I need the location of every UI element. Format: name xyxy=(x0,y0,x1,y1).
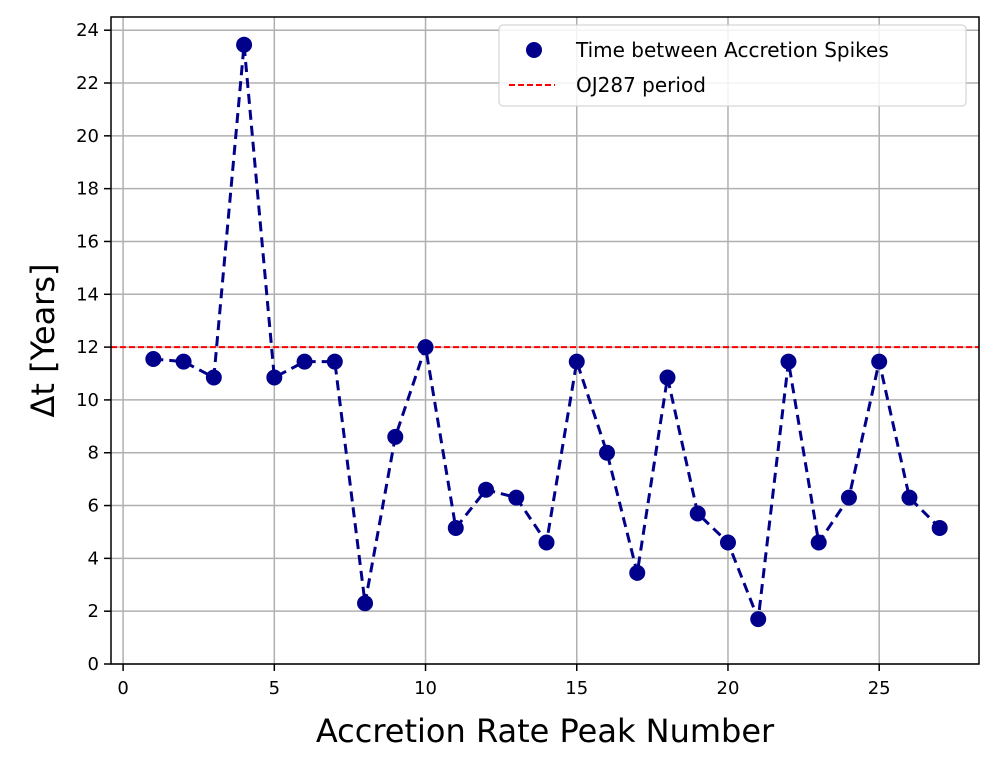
data-point xyxy=(266,369,283,386)
data-point xyxy=(447,519,464,536)
data-point xyxy=(357,595,374,612)
data-point xyxy=(387,428,404,445)
data-point xyxy=(417,339,434,356)
data-point xyxy=(901,489,918,506)
y-axis-label: Δt [Years] xyxy=(24,264,62,418)
legend-marker-spikes xyxy=(526,42,542,58)
data-point xyxy=(931,519,948,536)
y-tick-label: 20 xyxy=(76,126,99,147)
y-tick-label: 6 xyxy=(88,496,99,517)
data-point xyxy=(750,611,767,628)
legend-box xyxy=(498,24,967,107)
data-point xyxy=(145,350,162,367)
x-tick-label: 10 xyxy=(414,678,437,699)
y-tick-label: 4 xyxy=(88,548,99,569)
y-tick-label: 8 xyxy=(88,443,99,464)
y-tick-label: 12 xyxy=(76,337,99,358)
x-tick-label: 20 xyxy=(717,678,740,699)
x-axis-label: Accretion Rate Peak Number xyxy=(316,712,775,750)
data-point xyxy=(840,489,857,506)
legend-label-spikes: Time between Accretion Spikes xyxy=(575,38,889,62)
data-point xyxy=(780,353,797,370)
data-point xyxy=(689,505,706,522)
data-point xyxy=(236,36,253,53)
data-point xyxy=(538,534,555,551)
data-point xyxy=(659,369,676,386)
y-tick-label: 2 xyxy=(88,601,99,622)
data-point xyxy=(296,353,313,370)
legend: Time between Accretion Spikes OJ287 peri… xyxy=(498,24,967,107)
data-point xyxy=(478,481,495,498)
plot-frame xyxy=(110,16,980,665)
data-point xyxy=(599,444,615,461)
x-tick-label: 5 xyxy=(269,678,280,699)
y-tick-label: 22 xyxy=(76,73,99,94)
x-tick-label: 25 xyxy=(868,678,891,699)
y-tick-label: 0 xyxy=(88,654,99,675)
data-point xyxy=(871,353,888,370)
y-tick-label: 16 xyxy=(76,231,99,252)
series-layer xyxy=(145,36,948,628)
x-tick-label: 0 xyxy=(117,678,128,699)
data-point xyxy=(326,353,343,370)
data-point xyxy=(205,369,222,386)
y-tick-label: 10 xyxy=(76,390,99,411)
x-tick-label: 15 xyxy=(565,678,588,699)
data-point xyxy=(508,489,525,506)
legend-label-oj287: OJ287 period xyxy=(576,73,706,97)
data-point xyxy=(719,534,736,551)
data-point xyxy=(810,534,827,551)
y-tick-label: 14 xyxy=(76,284,99,305)
data-point xyxy=(629,564,646,581)
data-point xyxy=(175,353,192,370)
y-tick-label: 18 xyxy=(76,179,99,200)
data-point xyxy=(568,353,585,370)
y-tick-label: 24 xyxy=(76,20,99,41)
